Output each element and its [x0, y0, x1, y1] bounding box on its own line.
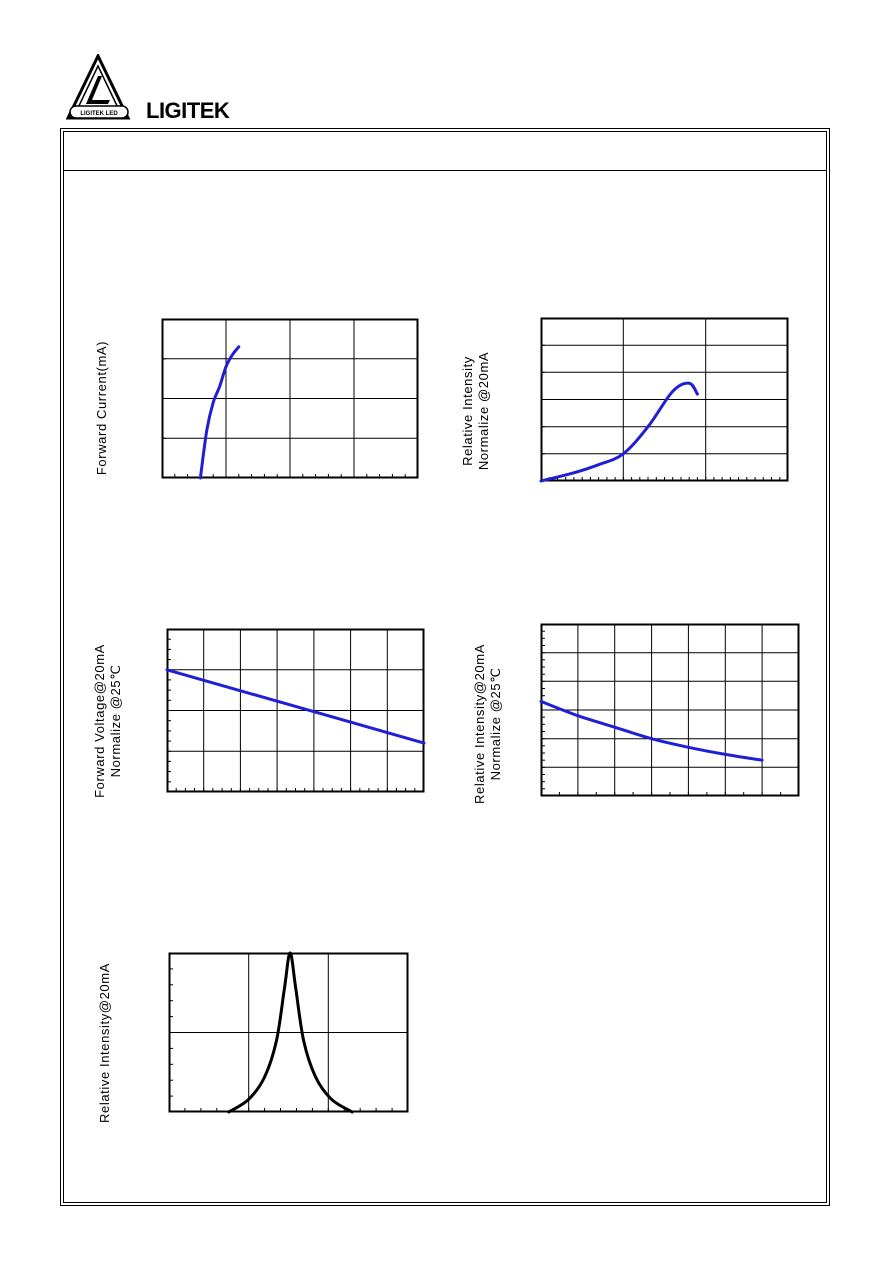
data-point	[597, 463, 600, 466]
logo-text: LIGITEK LED	[80, 111, 118, 117]
data-point	[225, 365, 227, 368]
data-point	[650, 737, 653, 740]
data-point	[613, 726, 616, 728]
data-point	[540, 700, 542, 703]
data-point	[647, 425, 649, 428]
brand-logo: LIGITEK LED LIGITEK	[65, 52, 266, 124]
data-point	[294, 987, 297, 989]
data-point	[314, 1076, 317, 1078]
data-point	[206, 429, 208, 432]
page-frame-outer	[60, 128, 830, 1206]
brand-name: LIGITEK	[146, 98, 230, 123]
fwd-current-ylabel: Forward Current(mA)	[94, 340, 109, 476]
chart-relative-intensity-current	[539, 317, 789, 483]
data-point	[231, 354, 234, 356]
data-point	[212, 401, 214, 404]
chart-forward-current	[161, 318, 419, 480]
rel-intensity-temp-ylabel: Relative Intensity@20mA Normalize @25℃	[472, 644, 503, 804]
data-point	[166, 669, 168, 671]
data-point	[330, 1098, 333, 1101]
data-point	[302, 1039, 305, 1042]
chart-forward-voltage-temperature	[165, 628, 426, 793]
series-line	[198, 345, 241, 480]
data-point	[247, 1098, 250, 1101]
fwd-voltage-temp-ylabel: Forward Voltage@20mA Normalize @25℃	[92, 644, 123, 798]
data-point	[228, 1111, 230, 1113]
chart-spectral-distribution	[168, 951, 409, 1114]
data-point	[540, 480, 542, 482]
data-point	[622, 453, 625, 455]
series-line	[539, 381, 699, 483]
data-point	[218, 385, 221, 388]
rel-intensity-current-ylabel: Relative Intensity Normalize @20mA	[460, 351, 491, 471]
data-point	[263, 1076, 266, 1078]
data-point	[238, 346, 240, 348]
series-line	[165, 668, 426, 745]
data-point	[283, 987, 286, 989]
data-point	[275, 1039, 278, 1042]
data-point	[696, 393, 699, 395]
logo-mark-icon: LIGITEK LED	[65, 52, 131, 120]
data-point	[671, 390, 674, 393]
data-point	[577, 714, 579, 717]
header-divider	[63, 170, 827, 171]
data-point	[199, 477, 202, 479]
data-point	[289, 952, 291, 954]
spectrum-ylabel: Relative Intensity@20mA	[97, 963, 112, 1123]
data-point	[724, 753, 727, 756]
chart-relative-intensity-temperature	[539, 623, 800, 797]
data-point	[688, 382, 690, 384]
data-point	[761, 759, 763, 761]
data-point	[351, 1111, 353, 1113]
page-frame-inner	[63, 131, 827, 1203]
data-point	[687, 746, 690, 749]
data-point	[573, 472, 575, 474]
data-point	[423, 742, 425, 744]
